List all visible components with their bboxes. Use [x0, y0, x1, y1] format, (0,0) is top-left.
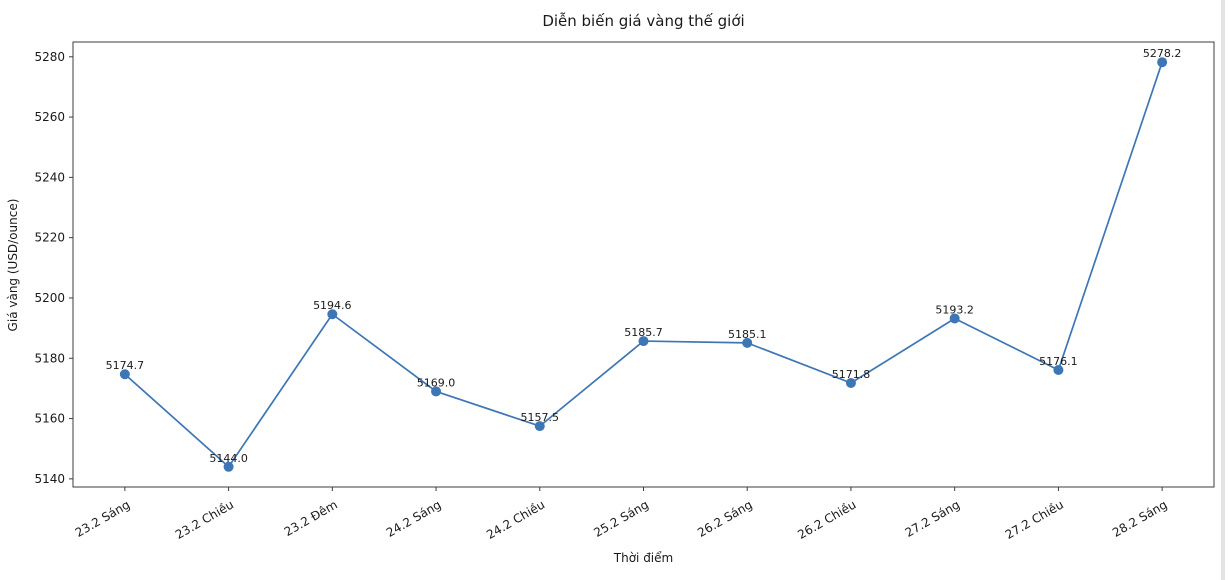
x-tick-label: 27.2 Sáng [903, 497, 963, 539]
data-point-marker [1157, 57, 1168, 68]
y-tick-label: 5180 [34, 351, 65, 365]
data-point-label: 5185.1 [728, 328, 767, 341]
y-axis-label: Giá vàng (USD/ounce) [6, 198, 20, 332]
data-point-label: 5194.6 [313, 299, 352, 312]
data-point-label: 5185.7 [624, 326, 663, 339]
data-point-label: 5144.0 [209, 452, 248, 465]
x-axis-label: Thời điểm [613, 551, 674, 565]
data-point-marker [327, 309, 338, 320]
data-point-marker [845, 377, 856, 388]
x-tick-label: 23.2 Chiều [173, 497, 236, 542]
y-tick-label: 5280 [34, 50, 65, 64]
data-point-marker [638, 336, 649, 347]
data-point-marker [534, 421, 545, 432]
data-point-marker [742, 337, 753, 348]
x-tick-label: 25.2 Sáng [591, 497, 651, 539]
data-point-marker [949, 313, 960, 324]
data-point-label: 5176.1 [1039, 355, 1078, 368]
y-tick-label: 5260 [34, 110, 65, 124]
x-tick-label: 24.2 Sáng [384, 497, 444, 539]
x-tick-label: 26.2 Chiều [795, 497, 858, 542]
data-point-label: 5171.8 [832, 368, 871, 381]
data-point-label: 5157.5 [521, 411, 560, 424]
data-point-label: 5278.2 [1143, 47, 1182, 60]
y-tick-label: 5200 [34, 291, 65, 305]
x-tick-label: 26.2 Sáng [695, 497, 755, 539]
x-tick-label: 27.2 Chiều [1003, 497, 1066, 542]
x-tick-label: 23.2 Sáng [73, 497, 133, 539]
y-tick-label: 5220 [34, 231, 65, 245]
data-point-label: 5193.2 [935, 303, 974, 316]
x-tick-label: 23.2 Đêm [282, 497, 340, 539]
data-point-label: 5169.0 [417, 376, 456, 389]
chart-title: Diễn biến giá vàng thế giới [542, 12, 745, 30]
line-series [124, 61, 1163, 468]
y-tick-label: 5160 [34, 412, 65, 426]
data-point-label: 5174.7 [106, 359, 145, 372]
data-point-marker [119, 369, 130, 380]
x-tick-label: 28.2 Sáng [1110, 497, 1170, 539]
y-tick-label: 5140 [34, 472, 65, 486]
axes-spines [72, 41, 1215, 488]
data-point-marker [223, 461, 234, 472]
y-tick-label: 5240 [34, 170, 65, 184]
x-tick-label: 24.2 Chiều [484, 497, 547, 542]
data-point-marker [1053, 365, 1064, 376]
right-edge-strip [1221, 0, 1225, 580]
data-point-marker [431, 386, 442, 397]
